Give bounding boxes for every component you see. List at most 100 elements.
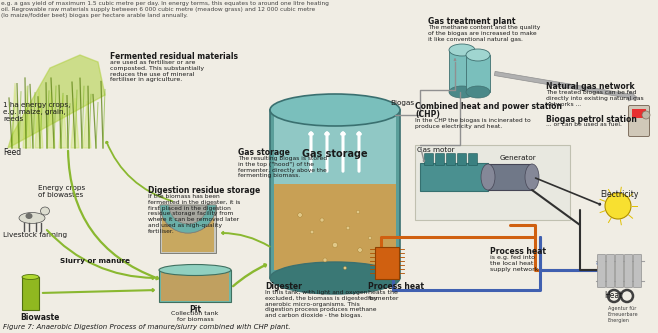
FancyBboxPatch shape — [415, 145, 570, 220]
Text: Biogas petrol station: Biogas petrol station — [546, 115, 637, 124]
FancyBboxPatch shape — [466, 55, 490, 92]
Ellipse shape — [525, 164, 539, 190]
FancyBboxPatch shape — [615, 254, 624, 287]
Text: If the biomass has been
fermented in the digester, it is
first placed in the dig: If the biomass has been fermented in the… — [148, 194, 240, 234]
Text: ... or can be used as fuel.: ... or can be used as fuel. — [546, 122, 622, 127]
Ellipse shape — [159, 264, 231, 275]
FancyBboxPatch shape — [160, 205, 216, 253]
Ellipse shape — [26, 213, 32, 219]
Polygon shape — [47, 92, 55, 148]
Text: Gas treatment plant: Gas treatment plant — [428, 17, 515, 26]
Polygon shape — [83, 101, 91, 148]
FancyBboxPatch shape — [274, 113, 396, 185]
FancyBboxPatch shape — [270, 110, 400, 278]
FancyBboxPatch shape — [628, 106, 649, 137]
Polygon shape — [35, 89, 43, 148]
FancyBboxPatch shape — [449, 50, 475, 92]
FancyBboxPatch shape — [634, 254, 642, 287]
Text: Livestock farming: Livestock farming — [3, 232, 67, 238]
Text: Biowaste: Biowaste — [20, 313, 59, 322]
Text: Pit: Pit — [189, 305, 201, 314]
Text: Natural gas network: Natural gas network — [546, 82, 634, 91]
Text: Agentur für
Erneuerbare
Energien: Agentur für Erneuerbare Energien — [608, 306, 639, 323]
Wedge shape — [160, 205, 216, 233]
FancyBboxPatch shape — [447, 154, 455, 166]
Polygon shape — [23, 86, 31, 148]
Circle shape — [310, 230, 314, 234]
FancyBboxPatch shape — [420, 163, 488, 191]
Circle shape — [356, 210, 360, 214]
Text: Gas motor: Gas motor — [417, 147, 455, 153]
Circle shape — [358, 248, 362, 252]
Text: 1 ha energy crops,
e.g. maize, grain,
reeds: 1 ha energy crops, e.g. maize, grain, re… — [3, 102, 70, 122]
FancyBboxPatch shape — [160, 205, 216, 212]
Polygon shape — [71, 98, 79, 148]
Polygon shape — [8, 55, 105, 148]
Text: Gas storage: Gas storage — [238, 148, 290, 157]
FancyBboxPatch shape — [457, 154, 467, 166]
Text: (CHP): (CHP) — [415, 110, 440, 119]
FancyBboxPatch shape — [468, 154, 478, 166]
Circle shape — [323, 258, 327, 262]
Ellipse shape — [270, 262, 400, 294]
Circle shape — [642, 111, 650, 119]
Ellipse shape — [19, 212, 45, 223]
Ellipse shape — [449, 44, 475, 56]
Circle shape — [346, 226, 350, 230]
Text: Figure 7: Anaerobic Digestion Process of manure/slurry combined with CHP plant.: Figure 7: Anaerobic Digestion Process of… — [3, 324, 290, 330]
Polygon shape — [59, 95, 67, 148]
Text: are used as fertiliser or are
composted. This substantially
reduces the use of m: are used as fertiliser or are composted.… — [110, 60, 204, 82]
Text: Generator: Generator — [500, 155, 537, 161]
Text: heats the
fermenter: heats the fermenter — [368, 290, 399, 301]
Text: Digester: Digester — [265, 282, 302, 291]
FancyBboxPatch shape — [375, 247, 399, 279]
Ellipse shape — [449, 86, 475, 98]
FancyBboxPatch shape — [424, 154, 434, 166]
Text: Gas storage: Gas storage — [302, 149, 368, 159]
Circle shape — [298, 213, 302, 217]
Text: Combined heat and power station: Combined heat and power station — [415, 102, 562, 111]
Text: The resulting biogas is stored
in the top ("hood") of the
fermenter, directly ab: The resulting biogas is stored in the to… — [238, 156, 327, 178]
Circle shape — [487, 170, 501, 184]
Text: is e.g. fed into
the local heat
supply network: is e.g. fed into the local heat supply n… — [490, 255, 538, 272]
Text: In the CHP the biogas is incinerated to
produce electricity and heat.: In the CHP the biogas is incinerated to … — [415, 118, 531, 129]
FancyBboxPatch shape — [162, 207, 214, 252]
Ellipse shape — [466, 49, 490, 61]
FancyBboxPatch shape — [274, 184, 396, 270]
FancyBboxPatch shape — [607, 254, 615, 287]
Circle shape — [332, 242, 338, 247]
Text: Feed: Feed — [3, 148, 21, 157]
Text: e.g. a gas yield of maximum 1.5 cubic metre per day. In energy terms, this equat: e.g. a gas yield of maximum 1.5 cubic me… — [1, 1, 329, 18]
Text: Electricity: Electricity — [600, 190, 638, 199]
FancyBboxPatch shape — [597, 254, 605, 287]
Ellipse shape — [481, 164, 495, 190]
Text: Energy crops
of biowastes: Energy crops of biowastes — [38, 185, 86, 198]
Text: Process heat: Process heat — [368, 282, 424, 291]
Text: Collection tank
for biomass: Collection tank for biomass — [171, 311, 218, 322]
FancyBboxPatch shape — [22, 277, 39, 310]
Text: Digestion residue storage: Digestion residue storage — [148, 186, 261, 195]
Ellipse shape — [466, 86, 490, 98]
Text: Fermented residual materials: Fermented residual materials — [110, 52, 238, 61]
FancyBboxPatch shape — [624, 254, 632, 287]
Text: Slurry or manure: Slurry or manure — [60, 258, 130, 264]
FancyBboxPatch shape — [161, 272, 229, 301]
Text: Process heat: Process heat — [490, 247, 546, 256]
Circle shape — [368, 236, 372, 240]
Text: The methane content and the quality
of the biogas are increased to make
it like : The methane content and the quality of t… — [428, 25, 540, 42]
Text: In this tank, with light and oxygen
excluded, the biomass is digested by
anerobi: In this tank, with light and oxygen excl… — [265, 290, 377, 318]
FancyBboxPatch shape — [488, 164, 532, 190]
FancyBboxPatch shape — [436, 154, 445, 166]
Wedge shape — [160, 205, 216, 233]
FancyBboxPatch shape — [632, 109, 646, 118]
Circle shape — [343, 266, 347, 269]
Circle shape — [605, 193, 631, 219]
Ellipse shape — [270, 94, 400, 126]
Polygon shape — [11, 83, 19, 148]
Text: The treated biogas can be fed
directly into existing natural gas
networks ...: The treated biogas can be fed directly i… — [546, 90, 644, 107]
Text: Biogas: Biogas — [390, 100, 414, 106]
FancyBboxPatch shape — [159, 270, 231, 302]
Circle shape — [320, 218, 324, 222]
Text: Heat: Heat — [604, 291, 622, 300]
Ellipse shape — [22, 274, 39, 279]
